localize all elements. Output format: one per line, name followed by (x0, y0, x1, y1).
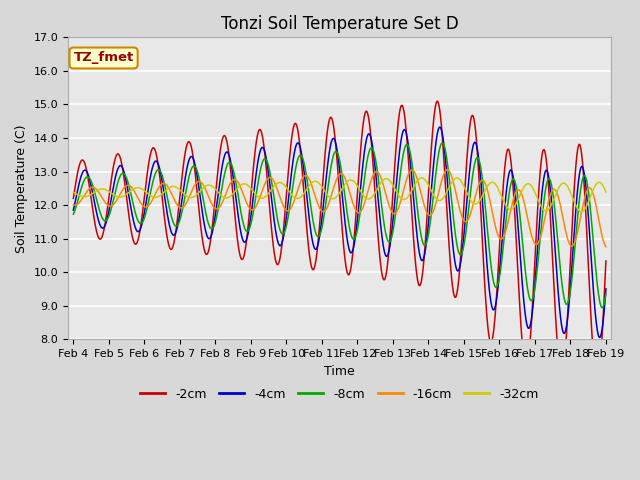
-4cm (70, 207, 77, 213)
-16cm (372, 169, 380, 175)
Y-axis label: Soil Temperature (C): Soil Temperature (C) (15, 124, 28, 252)
-16cm (70, 202, 77, 208)
Line: -4cm: -4cm (74, 127, 606, 337)
-8cm (598, 305, 606, 311)
-2cm (132, 241, 140, 247)
-8cm (132, 213, 140, 219)
-8cm (307, 200, 314, 206)
-16cm (111, 201, 118, 206)
-8cm (111, 192, 118, 198)
-32cm (316, 181, 324, 187)
-4cm (111, 178, 118, 184)
X-axis label: Time: Time (324, 365, 355, 378)
-8cm (438, 140, 446, 146)
-32cm (602, 189, 610, 195)
-2cm (602, 258, 610, 264)
-32cm (111, 192, 118, 198)
-32cm (132, 185, 140, 191)
Line: -16cm: -16cm (74, 170, 606, 247)
Legend: -2cm, -4cm, -8cm, -16cm, -32cm: -2cm, -4cm, -8cm, -16cm, -32cm (136, 383, 544, 406)
-2cm (316, 218, 324, 224)
-8cm (296, 153, 303, 159)
-32cm (418, 175, 426, 181)
-2cm (433, 98, 441, 104)
-32cm (307, 181, 314, 187)
-2cm (296, 138, 303, 144)
-2cm (70, 195, 77, 201)
-2cm (307, 258, 314, 264)
-4cm (316, 231, 324, 237)
-16cm (316, 206, 324, 212)
-4cm (307, 225, 314, 230)
-16cm (307, 179, 314, 184)
-8cm (316, 232, 324, 238)
Title: Tonzi Soil Temperature Set D: Tonzi Soil Temperature Set D (221, 15, 458, 33)
-4cm (596, 335, 604, 340)
Line: -8cm: -8cm (74, 143, 606, 308)
-4cm (372, 178, 380, 183)
-8cm (70, 211, 77, 217)
-8cm (372, 162, 380, 168)
-32cm (577, 209, 585, 215)
-4cm (132, 227, 140, 233)
-32cm (372, 188, 380, 193)
Text: TZ_fmet: TZ_fmet (74, 51, 134, 64)
-4cm (602, 286, 610, 292)
-2cm (372, 210, 380, 216)
-16cm (602, 244, 610, 250)
-2cm (593, 377, 601, 383)
-8cm (602, 290, 610, 296)
-32cm (296, 195, 303, 201)
-16cm (296, 182, 303, 188)
-2cm (111, 158, 118, 164)
Line: -32cm: -32cm (74, 178, 606, 212)
-4cm (296, 142, 303, 147)
Line: -2cm: -2cm (74, 101, 606, 380)
-4cm (436, 124, 444, 130)
-16cm (444, 167, 451, 173)
-32cm (70, 189, 77, 195)
-16cm (132, 192, 140, 198)
